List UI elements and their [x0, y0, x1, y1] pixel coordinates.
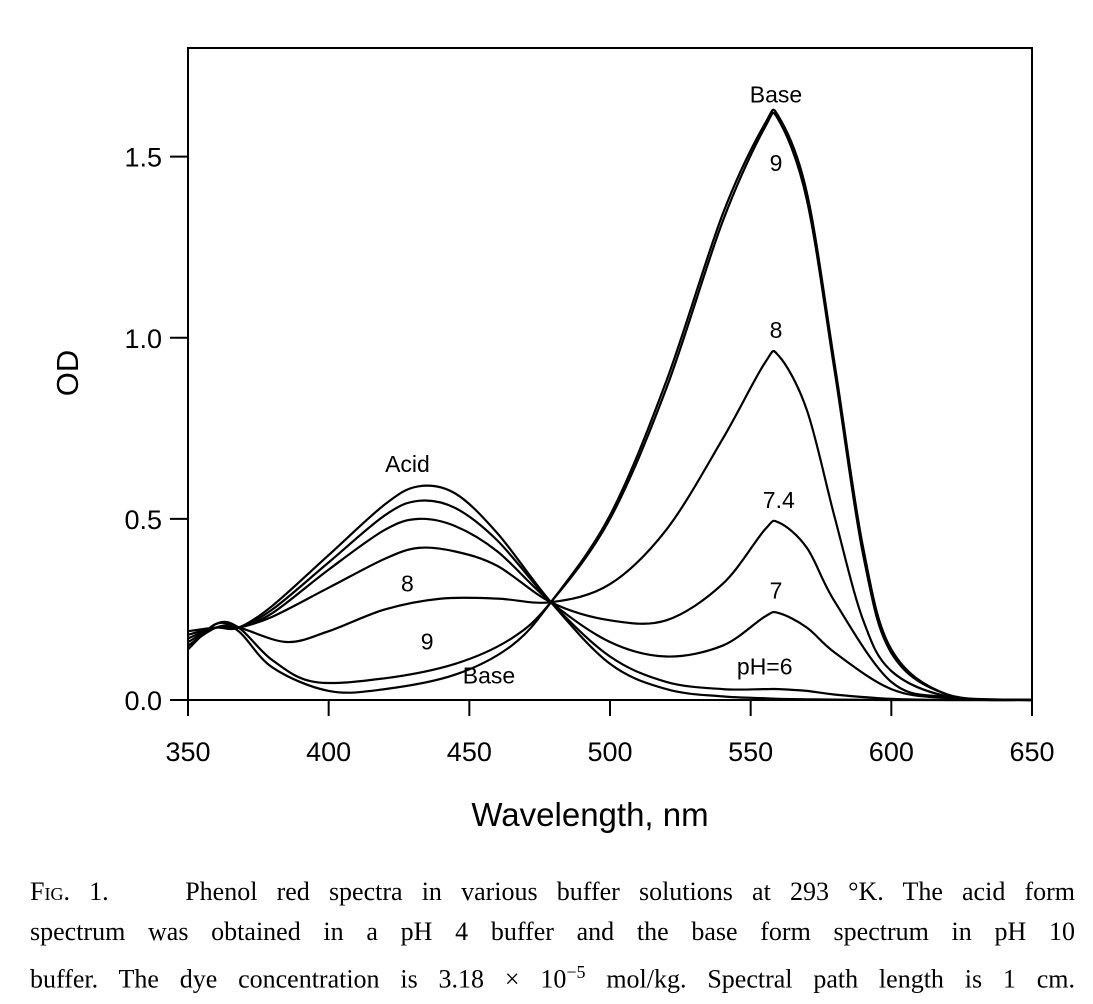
- caption-line-3: buffer. The dye concentration is 3.18 × …: [30, 952, 1075, 1000]
- series-line-base: [187, 108, 1033, 702]
- series-line-ph-6: [187, 499, 1033, 702]
- figure-caption: Fig. 1. Phenol red spectra in various bu…: [30, 872, 1075, 1000]
- curve-label: 8: [770, 317, 783, 343]
- curve-label: Base: [750, 81, 802, 107]
- x-tick-label: 650: [1009, 737, 1054, 767]
- x-tick-label: 600: [869, 737, 914, 767]
- caption-line-1: Fig. 1. Phenol red spectra in various bu…: [30, 872, 1075, 912]
- x-tick-label: 500: [587, 737, 632, 767]
- x-tick-label: 450: [447, 737, 492, 767]
- series-line-7-4: [187, 519, 1033, 702]
- plot-border: [187, 47, 1033, 701]
- caption-label: Fig. 1.: [30, 877, 109, 906]
- series-line-7: [187, 517, 1033, 702]
- curve-label: 9: [421, 628, 434, 654]
- x-axis: 350 400 450 500 550 600 650: [165, 700, 1055, 767]
- y-tick-label: 0.5: [124, 505, 162, 535]
- annotation-layer: Base 9 8 7.4 7 pH=6 Acid 8 9 Base: [385, 81, 802, 688]
- caption-exponent: −5: [566, 962, 586, 982]
- y-axis: 0.0 0.5 1.0 1.5: [124, 143, 188, 716]
- series-line-8: [187, 349, 1033, 702]
- caption-text-3b: mol/kg. Spectral path length is 1 cm.: [585, 964, 1075, 994]
- x-tick-label: 400: [306, 737, 351, 767]
- caption-text-3a: buffer. The dye concentration is 3.18 × …: [30, 964, 567, 994]
- series-line-9: [187, 111, 1033, 702]
- x-axis-label: Wavelength, nm: [471, 796, 708, 833]
- series-line-acid: [187, 484, 1032, 702]
- curve-label: 7.4: [763, 487, 795, 513]
- curve-label: 8: [401, 570, 414, 596]
- curve-label: pH=6: [737, 654, 793, 680]
- curve-label: 7: [770, 578, 783, 604]
- x-tick-label: 350: [165, 737, 210, 767]
- curve-label: Base: [463, 663, 515, 689]
- curve-label: 9: [770, 150, 783, 176]
- caption-line-2: spectrum was obtained in a pH 4 buffer a…: [30, 917, 1075, 946]
- spectra-chart: 0.0 0.5 1.0 1.5 350 400 450 500 550 600 650 Base 9…: [50, 47, 1055, 833]
- curve-label: Acid: [385, 451, 430, 477]
- x-tick-label: 550: [728, 737, 773, 767]
- y-axis-label: OD: [50, 350, 85, 397]
- series-layer: [187, 108, 1033, 702]
- plot-frame: [187, 47, 1033, 701]
- caption-text-1: Phenol red spectra in various buffer sol…: [185, 877, 1076, 906]
- y-tick-label: 0.0: [124, 686, 162, 716]
- y-tick-label: 1.5: [124, 143, 162, 173]
- y-tick-label: 1.0: [124, 324, 162, 354]
